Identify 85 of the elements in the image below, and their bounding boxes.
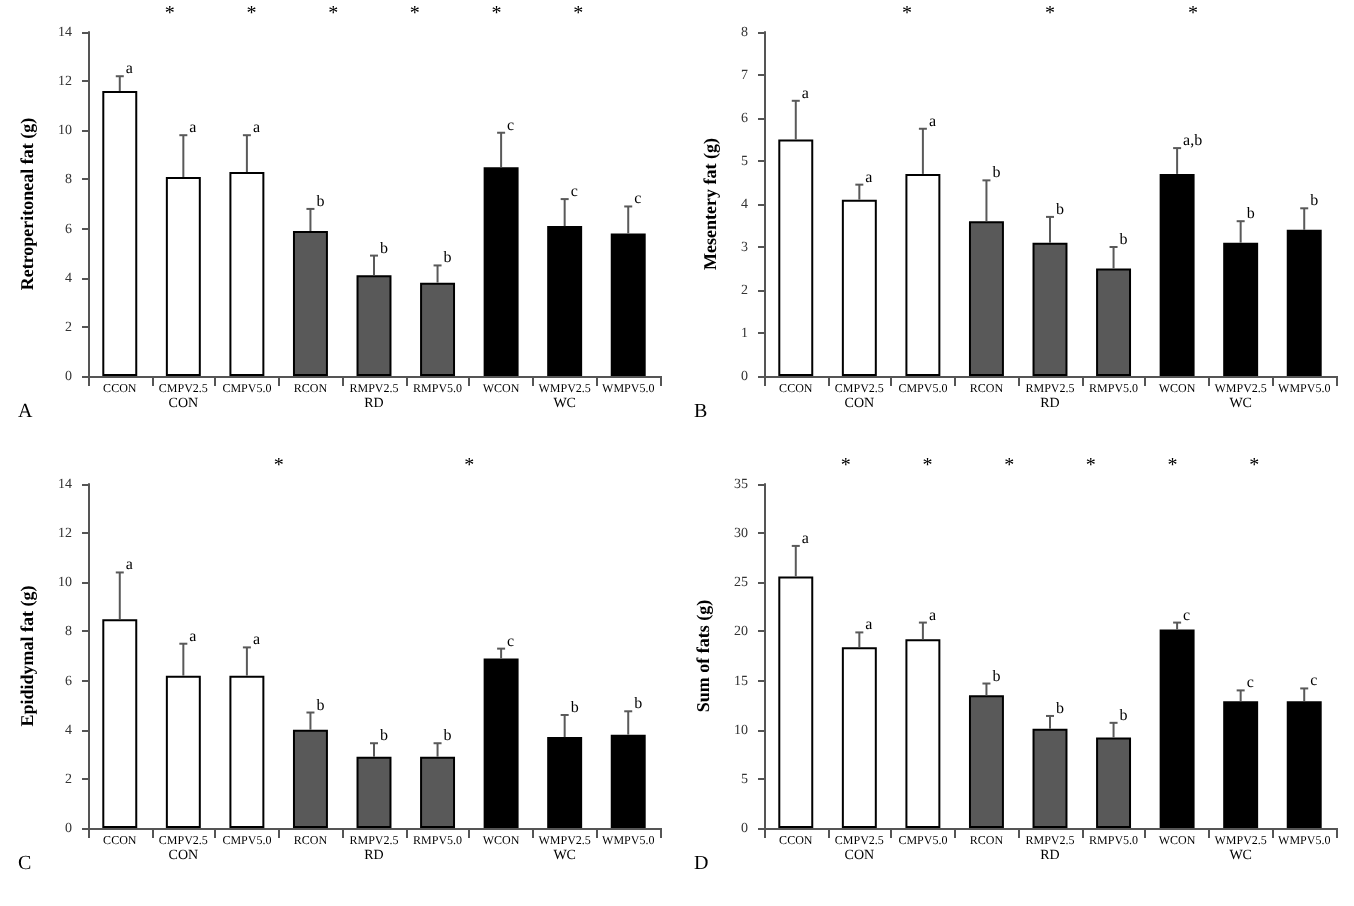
text: * (1167, 455, 1178, 477)
data-label: b (1246, 204, 1255, 223)
y-axis-title: Epididymal fat (g) (17, 585, 38, 727)
text: * (1188, 3, 1198, 25)
text: * (246, 3, 257, 25)
data-label: c (634, 189, 643, 208)
data-label: b (992, 666, 1001, 685)
bar (229, 675, 265, 828)
bar (165, 675, 201, 828)
text: C (18, 853, 32, 875)
text: * (1045, 3, 1055, 25)
text: * (1249, 455, 1260, 477)
data-label: a,b (1183, 131, 1203, 150)
data-label: b (634, 694, 643, 713)
data-label: b (992, 163, 1001, 182)
data-label: a (125, 555, 134, 574)
bar (841, 647, 877, 828)
text: * (328, 3, 339, 25)
bar (547, 737, 583, 828)
data-label: c (1183, 605, 1192, 624)
y-axis-title: Sum of fats (g) (693, 599, 714, 713)
data-label: a (865, 167, 874, 186)
data-label: a (928, 111, 937, 130)
data-label: b (316, 695, 325, 714)
data-label: a (928, 605, 937, 624)
data-label: b (316, 191, 325, 210)
data-label: c (1310, 671, 1319, 690)
data-label: a (189, 626, 198, 645)
bar (778, 576, 814, 828)
data-label: b (443, 726, 452, 745)
y-axis-title: Mesentery fat (g) (700, 138, 721, 270)
data-label: c (1246, 673, 1255, 692)
text: * (1004, 455, 1015, 477)
data-label: a (125, 59, 134, 78)
data-label: b (1056, 698, 1064, 717)
bar (778, 139, 814, 376)
data-label: a (801, 528, 810, 547)
data-label: a (252, 630, 261, 649)
data-label: b (1119, 705, 1128, 724)
text: * (164, 3, 175, 25)
text: * (273, 455, 284, 477)
text: * (573, 3, 584, 25)
bar (483, 167, 519, 376)
data-label: a (252, 118, 261, 137)
data-label: a (189, 118, 198, 137)
text: D (694, 853, 709, 875)
bar (905, 173, 941, 376)
text: * (922, 455, 933, 477)
data-label: b (380, 726, 388, 745)
text: * (840, 455, 851, 477)
data-label: b (443, 248, 452, 267)
bar (1159, 629, 1195, 828)
data-label: b (1119, 230, 1128, 248)
bar (1286, 701, 1322, 828)
text: B (694, 401, 708, 423)
bar (905, 639, 941, 828)
data-label: b (570, 697, 579, 716)
data-label: b (1310, 191, 1319, 210)
data-label: a (801, 83, 810, 102)
bar (165, 176, 201, 376)
data-label: b (380, 238, 388, 257)
bar (483, 658, 519, 828)
bar (102, 619, 138, 828)
bar (1223, 242, 1259, 376)
text: * (409, 3, 420, 25)
bar (610, 734, 646, 828)
bar (841, 199, 877, 376)
text: * (902, 3, 912, 25)
bar (229, 172, 265, 376)
text: * (1085, 455, 1096, 477)
y-axis-title: Retroperitoneal fat (g) (17, 117, 38, 291)
data-label: c (570, 182, 579, 201)
bar (547, 226, 583, 376)
bar (610, 233, 646, 376)
text: A (18, 401, 34, 423)
bar (1286, 229, 1322, 376)
data-label: c (507, 631, 516, 650)
bar (1159, 173, 1195, 376)
bar (102, 90, 138, 376)
bar (1223, 701, 1259, 828)
text: * (464, 455, 475, 477)
data-label: a (865, 615, 874, 634)
data-label: c (507, 115, 516, 134)
text: * (491, 3, 502, 25)
data-label: b (1056, 199, 1064, 218)
